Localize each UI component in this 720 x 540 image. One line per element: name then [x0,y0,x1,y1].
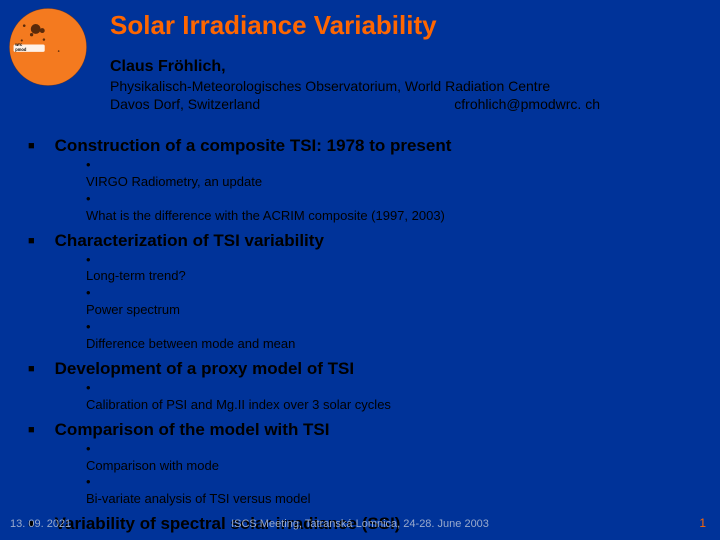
section-item: •VIRGO SPM data set and time series [86,535,704,540]
section-item-text: Comparison with mode [86,458,666,475]
section-item-text: Difference between mode and mean [86,336,666,353]
bullet-dot-icon: • [86,157,144,174]
section-item: •Long-term trend? [86,252,704,286]
bullet-square-icon: ■ [28,140,35,152]
section: ■Characterization of TSI variability•Lon… [24,231,704,353]
bullet-square-icon: ■ [28,363,35,375]
section-item: •Difference between mode and mean [86,319,704,353]
affil-line1: Physikalisch-Meteorologisches Observator… [110,78,550,94]
section-item: •VIRGO Radiometry, an update [86,157,704,191]
bullet-dot-icon: • [86,535,144,540]
section-item: •Power spectrum [86,285,704,319]
svg-text:pmod: pmod [15,47,27,52]
bullet-dot-icon: • [86,319,144,336]
section-item-text: Power spectrum [86,302,666,319]
section-item-text: What is the difference with the ACRIM co… [86,208,666,225]
section-item: •Comparison with mode [86,441,704,475]
bullet-square-icon: ■ [28,235,35,247]
slide-title: Solar Irradiance Variability [110,10,437,41]
section-heading: ■ Development of a proxy model of TSI [24,359,704,379]
section-item-text: Bi-variate analysis of TSI versus model [86,491,666,508]
bullet-dot-icon: • [86,252,144,269]
sun-logo: wrc pmod [7,6,89,88]
bullet-dot-icon: • [86,285,144,302]
section: ■Comparison of the model with TSI•Compar… [24,420,704,509]
section-heading-text: Construction of a composite TSI: 1978 to… [55,136,452,156]
affil-line2: Davos Dorf, Switzerland [110,96,260,112]
footer-meeting: ISCS Meeting, Tatranská Lomnica, 24-28. … [231,518,489,530]
section-heading-text: Development of a proxy model of TSI [55,359,354,379]
section: ■ Development of a proxy model of TSI•Cal… [24,359,704,414]
affiliation: Physikalisch-Meteorologisches Observator… [110,78,700,113]
footer-date: 13. 09. 2021 [10,518,71,530]
author-email: cfrohlich@pmodwrc. ch [454,96,600,114]
content-outline: ■ Construction of a composite TSI: 1978 t… [24,136,704,540]
bullet-dot-icon: • [86,441,144,458]
section-item: •Calibration of PSI and Mg.II index over… [86,380,704,414]
section-heading: ■ Construction of a composite TSI: 1978 t… [24,136,704,156]
section-item-text: Calibration of PSI and Mg.II index over … [86,397,666,414]
bullet-square-icon: ■ [28,424,35,436]
bullet-dot-icon: • [86,380,144,397]
footer-page-number: 1 [699,516,706,530]
section-heading-text: Characterization of TSI variability [55,231,324,251]
author-name: Claus Fröhlich, [110,58,226,76]
section-item-text: Long-term trend? [86,268,666,285]
bullet-dot-icon: • [86,191,144,208]
section-heading-text: Comparison of the model with TSI [55,420,330,440]
section-heading: ■ Characterization of TSI variability [24,231,704,251]
section-item: •Bi-variate analysis of TSI versus model [86,474,704,508]
bullet-dot-icon: • [86,474,144,491]
section-item: •What is the difference with the ACRIM c… [86,191,704,225]
section: ■ Construction of a composite TSI: 1978 t… [24,136,704,225]
section-item-text: VIRGO Radiometry, an update [86,174,666,191]
section-heading: ■ Comparison of the model with TSI [24,420,704,440]
